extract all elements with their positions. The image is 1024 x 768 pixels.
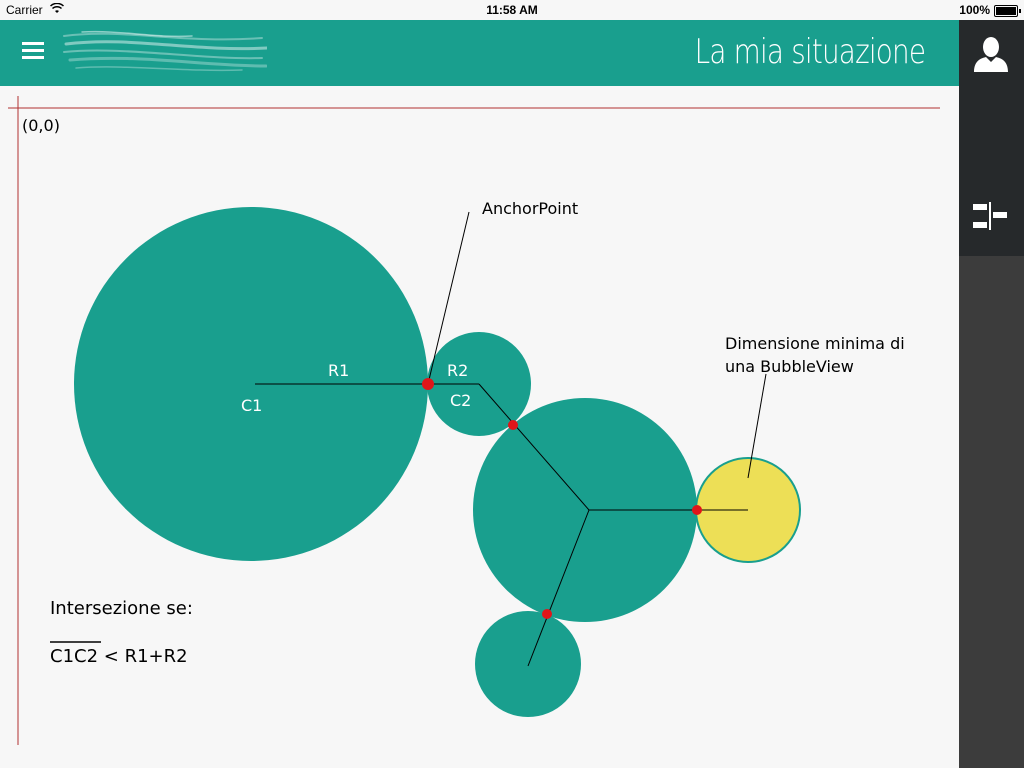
r2-label: R2 bbox=[447, 361, 468, 380]
bubble-diagram: (0,0) R1 C1 R2 C2 AnchorPoint Dimensione… bbox=[8, 96, 940, 745]
c2-to-center-line bbox=[478, 383, 590, 511]
sidebar bbox=[959, 20, 1024, 768]
battery-percentage: 100% bbox=[959, 3, 990, 17]
anchor-point-dot bbox=[422, 378, 434, 390]
app-logo bbox=[63, 30, 267, 72]
wifi-icon bbox=[50, 3, 64, 13]
intersection-title: Intersezione se: bbox=[50, 598, 193, 619]
intersection-point-center-minimum bbox=[692, 505, 702, 515]
intersection-formula: C1C2 < R1+R2 bbox=[50, 646, 188, 667]
bubble-c1[interactable] bbox=[74, 207, 428, 561]
c2-label: C2 bbox=[450, 391, 471, 410]
anchor-point-label: AnchorPoint bbox=[482, 199, 578, 218]
origin-label: (0,0) bbox=[22, 116, 60, 135]
battery-icon bbox=[994, 5, 1021, 17]
c1-label: C1 bbox=[241, 396, 262, 415]
align-bars-icon[interactable] bbox=[971, 196, 1011, 236]
intersection-point-c2-center bbox=[508, 420, 518, 430]
bubble-center[interactable] bbox=[473, 398, 697, 622]
minimum-size-label-line1: Dimensione minima di bbox=[725, 334, 905, 353]
anchor-point-leader bbox=[427, 211, 470, 385]
minimum-size-label-line2: una BubbleView bbox=[725, 357, 854, 376]
navigation-bar: La mia situazione bbox=[0, 20, 959, 86]
formula-condition: < R1+R2 bbox=[98, 646, 188, 667]
intersection-point-center-bottom bbox=[542, 609, 552, 619]
bubble-bottom[interactable] bbox=[475, 611, 581, 717]
r1-label: R1 bbox=[328, 361, 349, 380]
hamburger-menu-button[interactable] bbox=[22, 42, 44, 60]
center-to-bottom-line bbox=[527, 509, 590, 667]
user-profile-icon[interactable] bbox=[971, 34, 1011, 74]
carrier-label: Carrier bbox=[6, 3, 43, 17]
clock: 11:58 AM bbox=[486, 3, 538, 17]
minimum-size-leader bbox=[747, 373, 767, 479]
status-bar: Carrier 11:58 AM 100% bbox=[0, 0, 1024, 20]
sidebar-top-panel bbox=[959, 20, 1024, 256]
formula-segment-c1c2: C1C2 bbox=[50, 646, 98, 667]
page-title: La mia situazione bbox=[694, 32, 925, 72]
